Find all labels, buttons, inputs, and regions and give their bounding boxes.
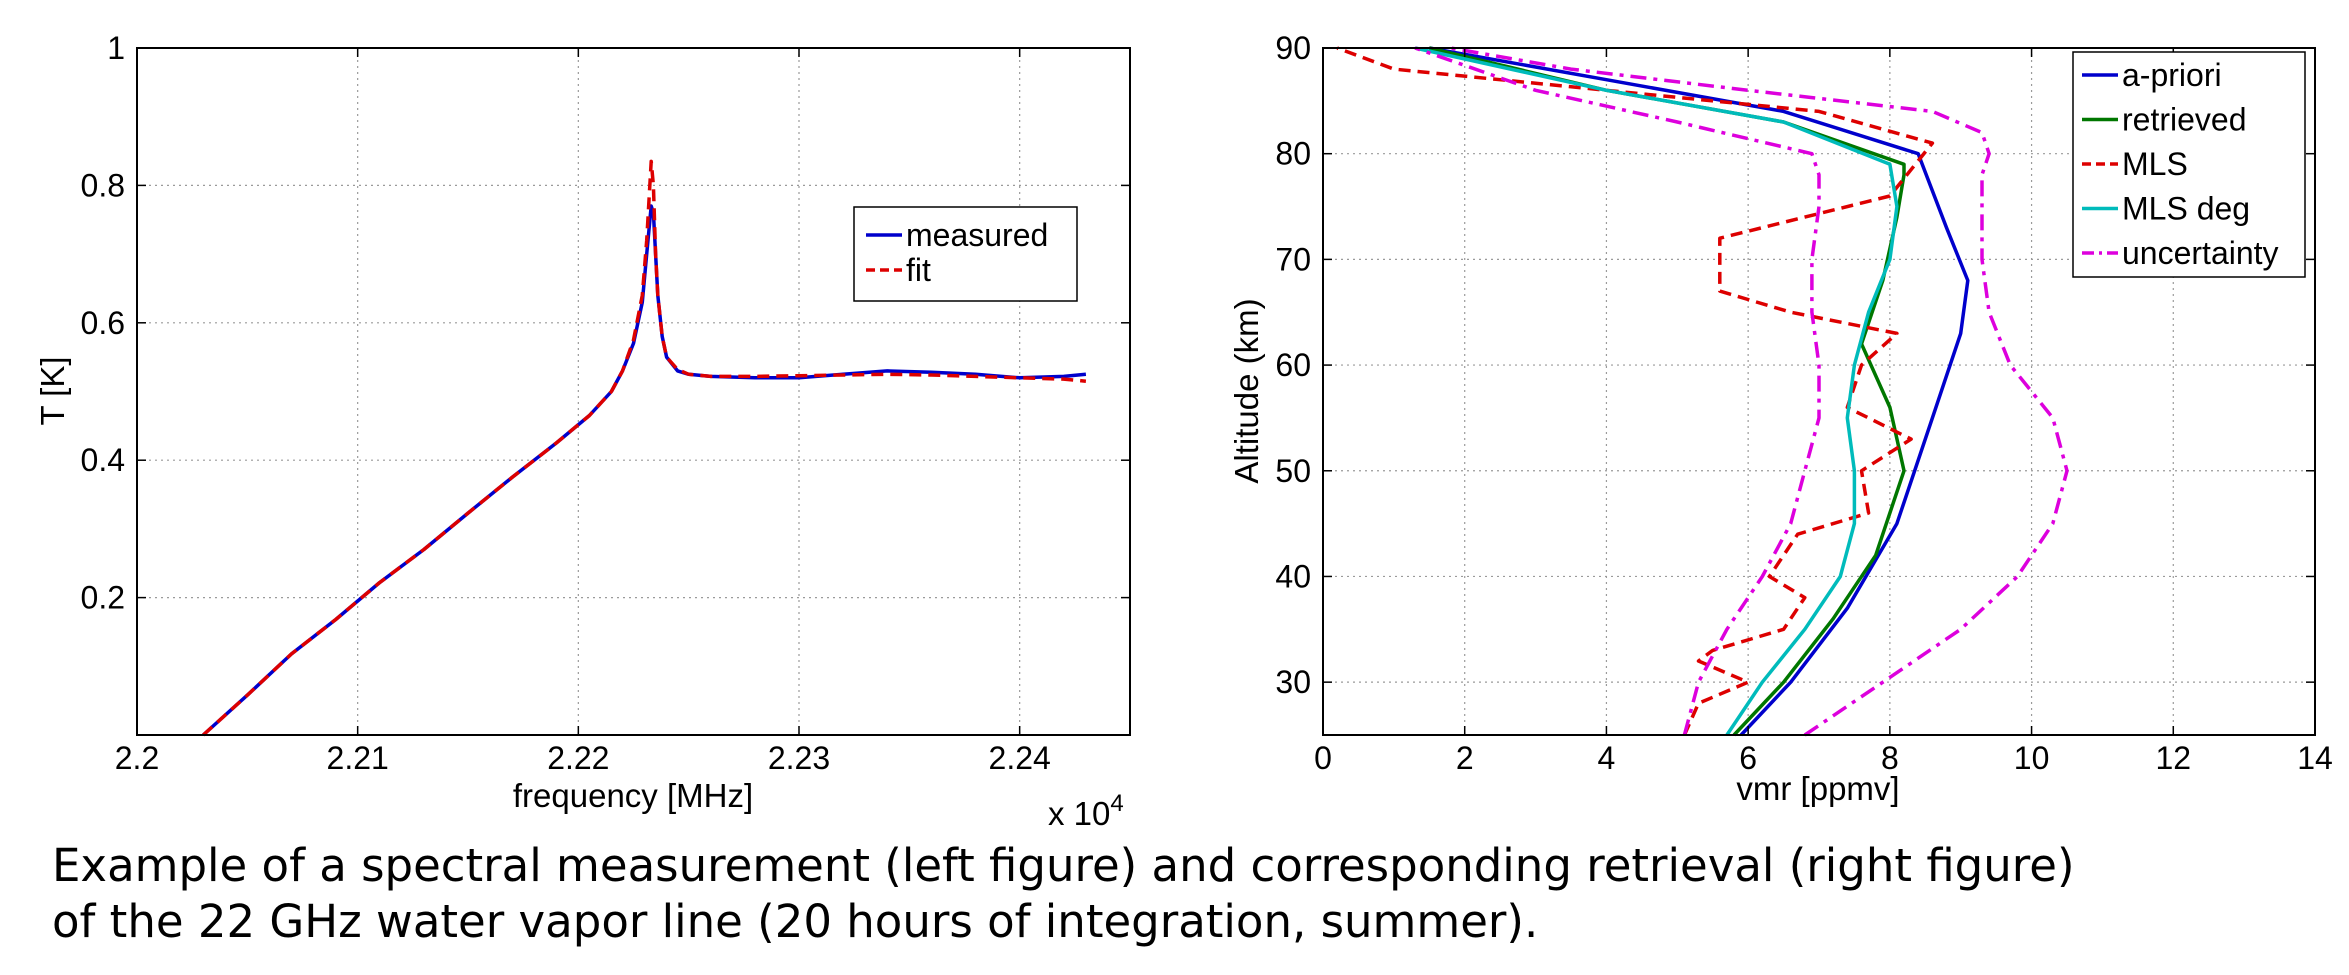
y-axis-label: Altitude (km): [1228, 298, 1265, 483]
grid: [137, 48, 1130, 735]
x-tick-label: 2.21: [327, 740, 389, 776]
tick-labels: 2.2 2.21 2.22 2.23 2.24 0.2 0.4 0.6 0.8 1: [81, 30, 1051, 776]
legend-label: MLS deg: [2122, 191, 2250, 227]
series-line-uncertainty: [1450, 46, 2069, 737]
y-tick-label: 0.4: [81, 442, 125, 478]
legend: a-priori retrieved MLS MLS deg uncertainty: [2072, 51, 2306, 278]
x-axis-label: frequency [MHz]: [513, 777, 753, 814]
y-tick-label: 50: [1275, 453, 1311, 489]
y-tick-label: 0.2: [81, 580, 125, 616]
y-tick-label: 30: [1275, 664, 1311, 700]
caption: Example of a spectral measurement (left …: [52, 838, 2332, 950]
x-tick-label: 14: [2297, 740, 2333, 776]
plot-area: [137, 48, 1130, 735]
plot-frame: [1322, 47, 2316, 736]
ticks: [1322, 47, 2316, 735]
legend-box: [853, 206, 1078, 302]
ticks: [136, 47, 1130, 735]
x-tick-label: 4: [1598, 740, 1616, 776]
legend-label: fit: [906, 252, 931, 288]
y-tick-label: 40: [1275, 558, 1311, 594]
y-tick-label: 0.8: [81, 167, 125, 203]
series-line-uncertainty: [1414, 46, 1821, 736]
legend-label: retrieved: [2122, 102, 2247, 138]
series-group: [1336, 46, 2069, 737]
x-tick-label: 2.22: [547, 740, 609, 776]
x-tick-label: 10: [2014, 740, 2050, 776]
plot-frame: [136, 47, 1131, 736]
legend-label: measured: [906, 217, 1048, 253]
x-tick-label: 0: [1314, 740, 1332, 776]
x-tick-label: 12: [2155, 740, 2191, 776]
series-line-fit: [202, 159, 1087, 737]
caption-line-1: Example of a spectral measurement (left …: [52, 839, 2075, 892]
y-axis-label: T [K]: [34, 356, 71, 425]
figure: 2.2 2.21 2.22 2.23 2.24 0.2 0.4 0.6 0.8 1 frequen…: [34, 30, 2333, 832]
y-tick-label: 0.6: [81, 305, 125, 341]
series-group: [202, 159, 1087, 737]
x-tick-label: 2.24: [989, 740, 1051, 776]
x-multiplier: x 104: [1048, 790, 1124, 830]
y-tick-label: 70: [1275, 241, 1311, 277]
x-tick-label: 2: [1456, 740, 1474, 776]
caption-line-2: of the 22 GHz water vapor line (20 hours…: [52, 895, 1539, 948]
y-tick-label: 90: [1275, 30, 1311, 66]
x-tick-label: 2.2: [115, 740, 159, 776]
right-chart: 0 2 4 6 8 10 12 14 30 40 50 60 70 80 90 vmr [ppmv] Alt…: [1228, 30, 2333, 807]
y-tick-label: 1: [107, 30, 125, 66]
legend-label: MLS: [2122, 146, 2188, 182]
x-tick-label: 2.23: [768, 740, 830, 776]
tick-labels: 0 2 4 6 8 10 12 14 30 40 50 60 70 80 90: [1275, 30, 2332, 776]
grid: [1323, 48, 2315, 735]
x-tick-label: 6: [1739, 740, 1757, 776]
legend-label: a-priori: [2122, 57, 2222, 93]
y-tick-label: 60: [1275, 347, 1311, 383]
x-axis-label: vmr [ppmv]: [1736, 770, 1899, 807]
y-tick-label: 80: [1275, 136, 1311, 172]
x-tick-label: 8: [1881, 740, 1899, 776]
series-line-a-priori: [1428, 46, 1970, 737]
left-chart: 2.2 2.21 2.22 2.23 2.24 0.2 0.4 0.6 0.8 1 frequen…: [34, 30, 1131, 832]
series-line-mls-deg: [1414, 46, 1899, 736]
legend-label: uncertainty: [2122, 235, 2279, 271]
